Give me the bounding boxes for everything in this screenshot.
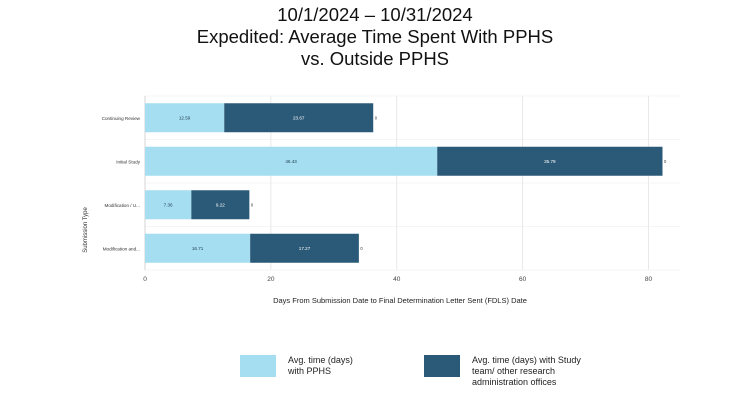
bar-segment-pphs — [145, 190, 192, 220]
data-label: 9.22 — [216, 203, 225, 208]
legend-item-pphs: Avg. time (days) with PPHS — [240, 355, 353, 377]
data-label: 23.67 — [293, 116, 305, 121]
data-label: 7.36 — [164, 203, 173, 208]
end-label: 0 — [360, 246, 363, 251]
x-tick-label: 40 — [393, 276, 401, 283]
end-label: 0 — [664, 159, 667, 164]
legend-label-study-team: Avg. time (days) with Study team/ other … — [472, 355, 581, 387]
chart-title: 10/1/2024 – 10/31/2024 Expedited: Averag… — [0, 4, 750, 70]
y-tick-label: Continuing Review — [102, 116, 141, 121]
x-axis-title: Days From Submission Date to Final Deter… — [273, 296, 527, 305]
legend-item-study-team: Avg. time (days) with Study team/ other … — [424, 355, 581, 388]
data-labels: 12.59 23.67 0 46.43 35.79 0 7.36 9.22 0 16.71 17.2… — [164, 116, 667, 252]
data-label: 17.27 — [299, 246, 311, 251]
bar-segment-study-team — [437, 146, 663, 176]
y-tick-label: Initial Study — [116, 159, 140, 164]
y-tick-label: Modification / U... — [105, 203, 141, 208]
end-label: 0 — [375, 116, 378, 121]
data-label: 12.59 — [179, 116, 191, 121]
bar-segment-pphs — [145, 146, 438, 176]
bar-segment-pphs — [145, 103, 225, 133]
bars — [145, 103, 663, 263]
x-tick-label: 20 — [267, 276, 275, 283]
axes: Days From Submission Date to Final Deter… — [83, 116, 653, 305]
legend-label-pphs: Avg. time (days) with PPHS — [288, 355, 353, 376]
data-label: 16.71 — [192, 246, 204, 251]
bar-segment-study-team — [224, 103, 374, 133]
x-tick-label: 80 — [645, 276, 653, 283]
y-axis-title: Submission Type — [83, 207, 89, 253]
bar-segment-study-team — [250, 233, 359, 263]
title-main: Expedited: Average Time Spent With PPHS — [196, 26, 554, 47]
end-label: 0 — [251, 203, 254, 208]
title-subtitle: vs. Outside PPHS — [300, 48, 450, 69]
title-date-range: 10/1/2024 – 10/31/2024 — [277, 4, 473, 25]
data-label: 46.43 — [285, 159, 297, 164]
data-label: 35.79 — [544, 159, 556, 164]
x-tick-label: 60 — [519, 276, 527, 283]
legend-swatch-study-team — [424, 355, 460, 377]
legend-swatch-pphs — [240, 355, 276, 377]
y-tick-label: Modification and... — [103, 246, 140, 251]
bar-segment-pphs — [145, 233, 251, 263]
x-tick-label: 0 — [143, 276, 147, 283]
bar-segment-study-team — [191, 190, 250, 220]
